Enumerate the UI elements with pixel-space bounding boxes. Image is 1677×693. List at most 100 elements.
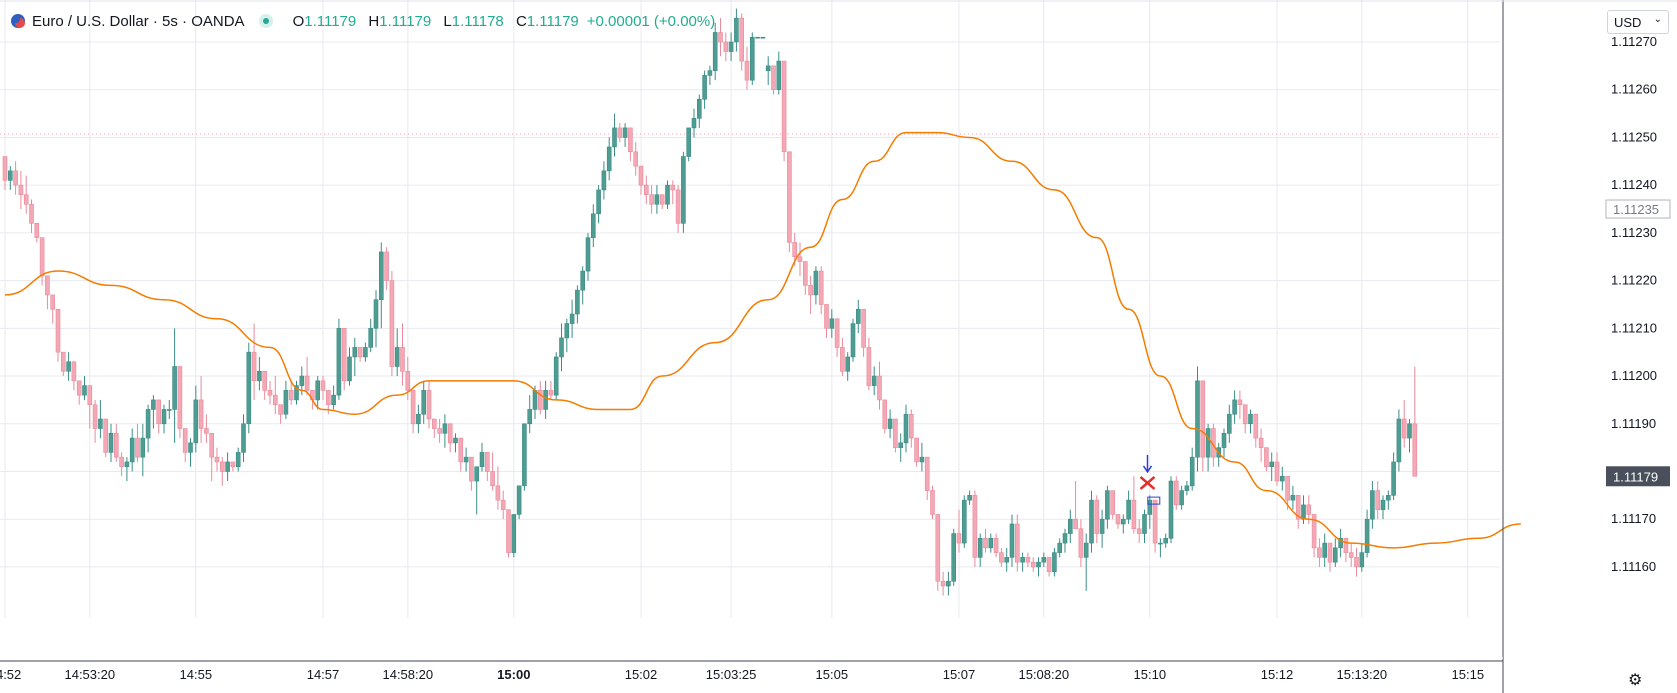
- candle-body-down: [1073, 518, 1078, 530]
- candle: [569, 299, 575, 338]
- candle-body-down: [18, 184, 24, 196]
- candle: [871, 366, 877, 396]
- candle-body-up: [474, 466, 480, 482]
- candle-body-up: [161, 409, 167, 425]
- candle-body-down: [45, 275, 50, 296]
- candle-body-down: [1094, 499, 1100, 534]
- candle-body-down: [537, 390, 543, 410]
- candle-body-up: [1052, 552, 1057, 573]
- candle-body-up: [1057, 542, 1062, 553]
- candle-body-down: [617, 127, 623, 138]
- candle-body-up: [1158, 542, 1163, 545]
- candle-body-down: [341, 328, 347, 382]
- candle: [1311, 514, 1317, 558]
- candle: [1295, 495, 1301, 529]
- candle: [1248, 409, 1253, 434]
- candle-body-down: [469, 456, 474, 482]
- candle-body-down: [924, 456, 930, 491]
- candle-body-down: [787, 151, 792, 243]
- crosshair-price-label: 1.11235: [1613, 202, 1659, 217]
- candle: [352, 337, 358, 377]
- candle: [590, 204, 596, 248]
- candle-body-up: [580, 270, 586, 291]
- candle-body-down: [861, 308, 866, 348]
- time-tick-label: 15:03:25: [706, 667, 757, 682]
- candle: [1152, 499, 1158, 553]
- price-tick-label: 1.11210: [1611, 320, 1657, 335]
- candle: [469, 456, 474, 491]
- candle-body-down: [840, 347, 845, 372]
- candle: [956, 509, 962, 553]
- candle: [71, 361, 77, 391]
- candle-body-up: [590, 213, 596, 238]
- candle: [802, 261, 808, 295]
- candle-body-down: [935, 514, 941, 582]
- candle: [1359, 543, 1365, 572]
- candle: [924, 456, 930, 501]
- candle-body-up: [1179, 490, 1184, 506]
- candle: [537, 380, 543, 415]
- candle-body-up: [421, 390, 427, 415]
- candle: [1205, 423, 1211, 472]
- candle: [304, 356, 310, 396]
- candle-body-down: [930, 490, 935, 515]
- candle-body-up: [1396, 418, 1402, 463]
- candle-body-up: [1322, 542, 1327, 558]
- candle: [522, 423, 527, 491]
- candle: [453, 433, 458, 453]
- candle: [691, 108, 697, 138]
- candle-body-up: [235, 452, 241, 468]
- candle-body-down: [50, 294, 56, 310]
- candle: [55, 308, 61, 362]
- candle-body-down: [182, 428, 188, 453]
- candle: [220, 457, 225, 486]
- price-change: +0.00001 (+0.00%): [586, 12, 716, 30]
- candle: [845, 352, 851, 381]
- candle: [294, 380, 299, 405]
- candle-body-up: [1386, 495, 1391, 501]
- candle-body-down: [882, 399, 888, 429]
- candle: [1030, 557, 1036, 572]
- candle: [988, 533, 994, 553]
- candle-body-down: [1354, 557, 1359, 568]
- candle-body-up: [601, 170, 607, 191]
- candle: [781, 60, 787, 162]
- moving-average: [4, 131, 1521, 549]
- candle-body-down: [13, 170, 18, 186]
- candle: [628, 127, 633, 162]
- candle: [855, 299, 861, 334]
- candle: [145, 404, 151, 453]
- candle-body-up: [903, 413, 909, 444]
- last-price-label: 1.11179: [1613, 469, 1658, 484]
- candle-body-up: [691, 118, 697, 129]
- candle-body-up: [734, 17, 739, 43]
- candle: [617, 123, 623, 143]
- candle-body-down: [781, 60, 787, 153]
- symbol-title[interactable]: Euro / U.S. Dollar · 5s · OANDA: [32, 12, 245, 30]
- candle-body-up: [1126, 499, 1131, 520]
- candle: [797, 242, 803, 276]
- candle: [198, 376, 204, 443]
- candle-body-up: [612, 127, 617, 148]
- price-tick-label: 1.11260: [1611, 82, 1657, 97]
- candle-body-up: [1009, 523, 1015, 558]
- candle: [622, 123, 628, 147]
- candle: [479, 442, 485, 472]
- candle: [1195, 366, 1200, 472]
- candle: [1232, 390, 1237, 424]
- time-tick-label: 15:12: [1261, 667, 1294, 682]
- price-tick-label: 1.11250: [1611, 129, 1657, 144]
- candle-body-up: [225, 461, 230, 472]
- candle: [681, 151, 686, 233]
- candle-body-up: [522, 423, 527, 487]
- settings-gear-icon[interactable]: ⚙: [1628, 672, 1643, 689]
- candle: [1200, 380, 1206, 472]
- candle-body-down: [1136, 528, 1142, 534]
- currency-select[interactable]: USD ⌄: [1607, 10, 1669, 34]
- candle: [930, 485, 935, 520]
- candle-body-down: [628, 127, 633, 153]
- candle-body-down: [1401, 418, 1407, 439]
- candle-body-up: [707, 70, 713, 76]
- candle-body-up: [532, 390, 538, 410]
